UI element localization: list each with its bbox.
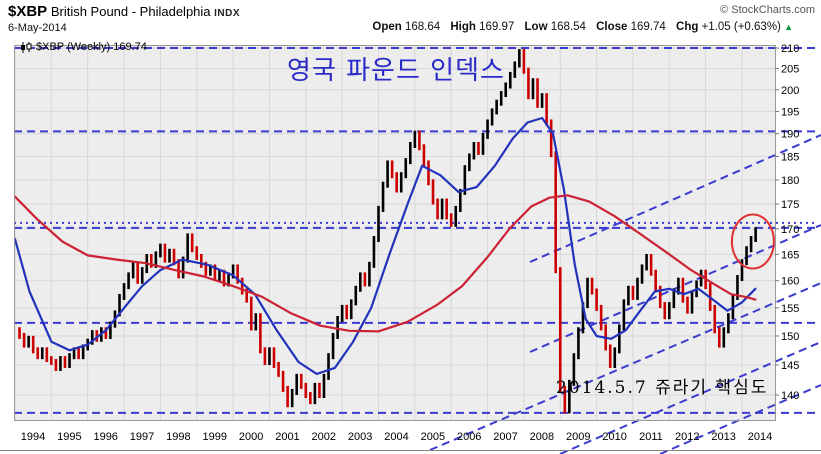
open-value: 168.64 [404, 21, 441, 33]
chg-value: +1.05 (+0.63%) [701, 21, 781, 33]
chart-header-title: $XBP British Pound - Philadelphia INDX [8, 3, 240, 20]
svg-text:190: 190 [781, 129, 799, 141]
svg-text:2002: 2002 [312, 431, 336, 443]
svg-text:2009: 2009 [566, 431, 590, 443]
support-resistance-lines [14, 47, 818, 414]
svg-text:2001: 2001 [275, 431, 299, 443]
svg-text:2005: 2005 [421, 431, 445, 443]
plot-background [14, 45, 775, 420]
chg-label: Chg [676, 21, 699, 33]
svg-text:140: 140 [781, 390, 799, 402]
svg-text:1997: 1997 [130, 431, 154, 443]
exchange-label: INDX [214, 8, 241, 19]
svg-text:1999: 1999 [203, 431, 227, 443]
svg-text:175: 175 [781, 199, 799, 211]
price-bars [18, 49, 757, 414]
svg-text:2000: 2000 [239, 431, 263, 443]
korean-title-overlay: 영국 파운드 인덱스 [287, 56, 505, 86]
svg-text:200: 200 [781, 85, 799, 97]
highlight-circle-annotation [730, 213, 775, 270]
svg-text:2006: 2006 [457, 431, 481, 443]
svg-text:2003: 2003 [348, 431, 372, 443]
svg-text:1998: 1998 [166, 431, 190, 443]
chart-date: 6-May-2014 [8, 22, 67, 34]
ticker-symbol: $XBP [8, 3, 48, 20]
high-label: High [450, 21, 476, 33]
svg-text:2014: 2014 [748, 431, 772, 443]
svg-text:2011: 2011 [639, 431, 663, 443]
svg-text:170: 170 [781, 224, 799, 236]
svg-text:1994: 1994 [21, 431, 45, 443]
ohlc-quote-strip: Open 168.64 High 169.97 Low 168.54 Close… [365, 21, 793, 33]
svg-text:210: 210 [781, 43, 799, 55]
svg-text:2010: 2010 [602, 431, 626, 443]
up-arrow-icon: ▲ [784, 22, 793, 32]
x-axis-labels: 1994 1995 1996 1997 1998 1999 2000 2001 2002 2003… [21, 431, 772, 443]
svg-text:195: 195 [781, 106, 799, 118]
close-value: 169.74 [630, 21, 666, 33]
instrument-name: British Pound - Philadelphia [50, 4, 211, 19]
svg-text:180: 180 [781, 175, 799, 187]
svg-text:2012: 2012 [675, 431, 699, 443]
low-label: Low [524, 21, 548, 33]
fast-moving-average-line [13, 116, 757, 375]
svg-text:150: 150 [781, 331, 799, 343]
high-value: 169.97 [479, 21, 515, 33]
svg-text:2013: 2013 [711, 431, 735, 443]
svg-text:2008: 2008 [530, 431, 554, 443]
svg-text:1996: 1996 [93, 431, 117, 443]
low-value: 168.54 [550, 21, 586, 33]
grid-lines [14, 45, 775, 420]
slow-moving-average-line [13, 194, 757, 333]
trend-channel-lines [429, 134, 821, 454]
svg-text:2004: 2004 [384, 431, 408, 443]
candlestick-icon [21, 41, 32, 53]
y-axis-labels: 140 145 150 155 160 165 170 175 180 185 190 195 200 2… [775, 43, 799, 402]
open-label: Open [372, 21, 402, 33]
svg-text:205: 205 [781, 64, 799, 76]
copyright-label: © StockCharts.com [720, 4, 815, 16]
svg-text:145: 145 [781, 360, 799, 372]
svg-text:155: 155 [781, 303, 799, 315]
plot-legend: $XBP (Weekly) 169.74 [20, 41, 147, 53]
svg-text:1995: 1995 [57, 431, 81, 443]
korean-annotation-overlay: 2014.5.7 쥬라기 핵심도 [556, 378, 769, 398]
svg-text:2007: 2007 [493, 431, 517, 443]
close-label: Close [596, 21, 628, 33]
svg-text:185: 185 [781, 151, 799, 163]
plot-border [14, 45, 776, 421]
svg-text:160: 160 [781, 276, 799, 288]
svg-text:165: 165 [781, 249, 799, 261]
legend-text: $XBP (Weekly) 169.74 [36, 41, 147, 53]
